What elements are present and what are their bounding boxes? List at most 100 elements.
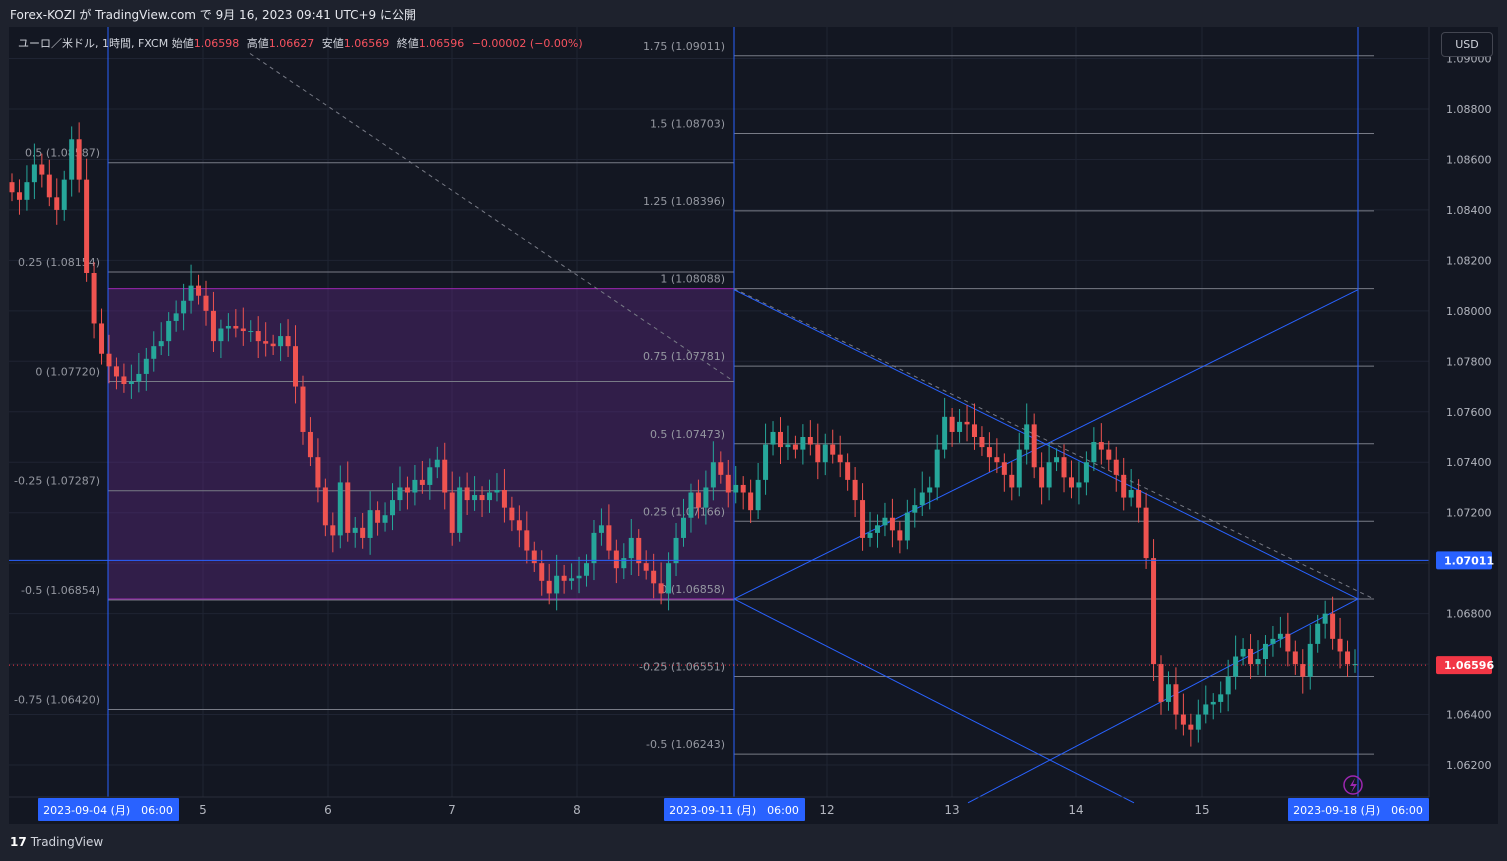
candle-body [554,575,560,594]
candle-body [897,530,903,541]
candle-body [643,563,649,571]
candle-body [397,487,403,501]
dashed-trend-line [249,53,735,382]
candle-body [1083,462,1089,483]
candle-body [852,479,858,501]
chart-canvas[interactable]: 0.5 (1.08587) 0.25 (1.08154) 0 (1.07720) -0… [9,27,1498,824]
time-highlight-badge [38,798,179,821]
candle-body [263,341,269,344]
candle-body [934,449,940,488]
time-axis-label: 6 [324,803,332,817]
chart-misc [1343,775,1363,795]
candle-body [994,457,1000,463]
candle-body [1352,664,1358,666]
candle-body [427,467,433,485]
candle-body [1136,489,1142,508]
candle-body [1113,459,1119,475]
candle-body [792,444,798,450]
candle-body [763,444,769,480]
fib-level-label: 1 (1.08088) [660,273,725,286]
candle-body [1061,457,1067,478]
candle-body [1143,507,1149,559]
candle-body [927,487,933,493]
candle-body [740,484,746,493]
candle-body [128,381,134,385]
candle-body [1203,704,1209,715]
candle-body [367,510,373,538]
candle-body [1054,457,1060,463]
candle-body [151,346,157,359]
candle-body [815,444,821,463]
candle-body [539,563,545,581]
fib-level-label: -0.25 (1.07287) [14,475,100,488]
candle-body [84,179,90,273]
candle-body [24,182,30,200]
candle-body [1315,623,1321,644]
candle-body [688,492,694,518]
candle-body [1225,676,1231,695]
open-value: 1.06598 [193,37,240,50]
candle-body [1180,714,1186,725]
candle-body [46,174,52,198]
time-axis: 5 6 7 8 12 13 14 15 2023-09-04 (月) 06:00 2023-09-… [9,27,1430,821]
candle-body [322,487,328,526]
candle-body [278,336,284,347]
candle-body [218,328,224,342]
candle-body [121,376,127,385]
candle-body [748,492,754,511]
candle-body [1024,424,1030,450]
fib-level-label: 0.5 (1.08587) [25,147,100,160]
candle-body [76,139,82,180]
candle-body [487,492,493,501]
candle-body [1128,489,1134,498]
candle-body [733,484,739,493]
close-label: 終値 [396,37,419,50]
candlesticks [9,122,1358,747]
candle-body [1292,651,1298,665]
candle-body [210,310,216,342]
currency-button[interactable]: USD [1441,32,1493,57]
candle-body [375,510,381,523]
candle-body [636,537,642,564]
candle-body [837,454,843,463]
candle-body [136,373,142,382]
publish-line: Forex-KOZI が TradingView.com で 9月 16, 20… [10,8,417,22]
tradingview-logo[interactable]: 17 TradingView [10,835,103,849]
time-highlight-label: 2023-09-04 (月) 06:00 [43,804,173,817]
candle-body [106,353,112,367]
last-price-badge-text: 1.06596 [1444,659,1494,672]
candle-body [584,563,590,576]
footer: 17 TradingView [0,826,1507,861]
candle-body [1270,638,1276,644]
chart-area[interactable]: 0.5 (1.08587) 0.25 (1.08154) 0 (1.07720) -0… [9,27,1498,824]
candle-body [91,273,97,324]
candle-body [61,179,67,210]
candle-body [1248,648,1254,665]
candle-body [509,507,515,521]
fib-level-label: -0.75 (1.06420) [14,693,100,706]
candle-body [770,431,776,445]
candle-body [404,487,410,493]
price-axis-label: 1.06800 [1446,608,1492,621]
high-label: 高値 [246,37,269,50]
last-price-badge [1436,656,1492,675]
candle-body [1300,664,1306,677]
change-value: −0.00002 (−0.00%) [471,37,583,50]
candle-body [1188,724,1194,730]
price-axis-label: 1.06400 [1446,709,1492,722]
candle-body [352,527,358,533]
price-axis-label: 1.06200 [1446,759,1492,772]
candle-body [203,295,209,311]
candle-body [1255,659,1261,665]
candle-body [1016,449,1022,488]
candle-body [524,530,530,551]
lightning-icon[interactable] [1343,775,1363,795]
fib-level-label: 1.25 (1.08396) [643,195,725,208]
symbol-legend: ユーロ／米ドル, 1時間, FXCM 始値1.06598 高値1.06627 安… [18,35,587,51]
candle-body [479,495,485,501]
publish-header: Forex-KOZI が TradingView.com で 9月 16, 20… [0,0,1507,26]
candle-body [949,416,955,432]
time-axis-label: 14 [1068,803,1083,817]
candle-body [598,525,604,533]
candle-body [1218,694,1224,702]
